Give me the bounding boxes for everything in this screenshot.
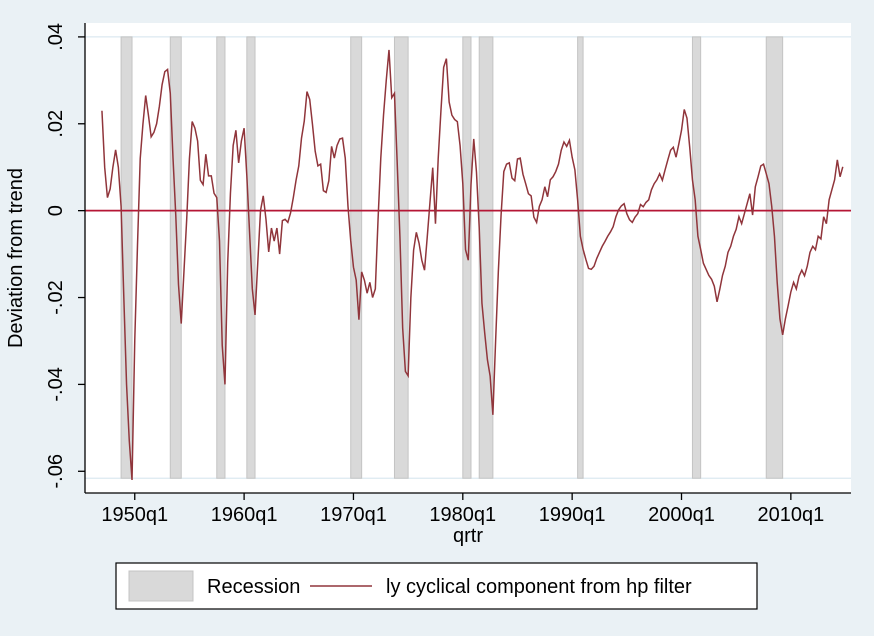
y-tick-label: .02 bbox=[45, 110, 67, 138]
y-tick-label: 0 bbox=[45, 205, 67, 216]
recession-band bbox=[169, 36, 182, 479]
recession-band bbox=[216, 36, 226, 479]
recession-band bbox=[120, 36, 133, 479]
x-tick-label: 2000q1 bbox=[648, 504, 715, 526]
x-tick-label: 1950q1 bbox=[101, 504, 168, 526]
legend-series-label: ly cyclical component from hp filter bbox=[386, 576, 692, 598]
y-axis-title: Deviation from trend bbox=[5, 168, 27, 348]
x-tick-label: 1980q1 bbox=[429, 504, 496, 526]
x-tick-label: 2010q1 bbox=[757, 504, 824, 526]
y-tick-label: .04 bbox=[45, 23, 67, 51]
legend-recession-label: Recession bbox=[207, 576, 300, 598]
recession-band bbox=[478, 36, 494, 479]
x-axis-title: qrtr bbox=[453, 525, 483, 547]
recession-band bbox=[350, 36, 363, 479]
recession-band bbox=[691, 36, 702, 479]
x-tick-label: 1970q1 bbox=[320, 504, 387, 526]
y-tick-label: -.06 bbox=[45, 454, 67, 488]
recession-band bbox=[577, 36, 584, 479]
x-tick-label: 1990q1 bbox=[539, 504, 606, 526]
recession-band bbox=[765, 36, 784, 479]
x-tick-label: 1960q1 bbox=[211, 504, 278, 526]
series-line bbox=[101, 49, 844, 481]
legend-recession-swatch bbox=[128, 570, 194, 602]
legend-box bbox=[115, 562, 758, 610]
y-tick-label: -.04 bbox=[45, 367, 67, 401]
y-tick-label: -.02 bbox=[45, 280, 67, 314]
